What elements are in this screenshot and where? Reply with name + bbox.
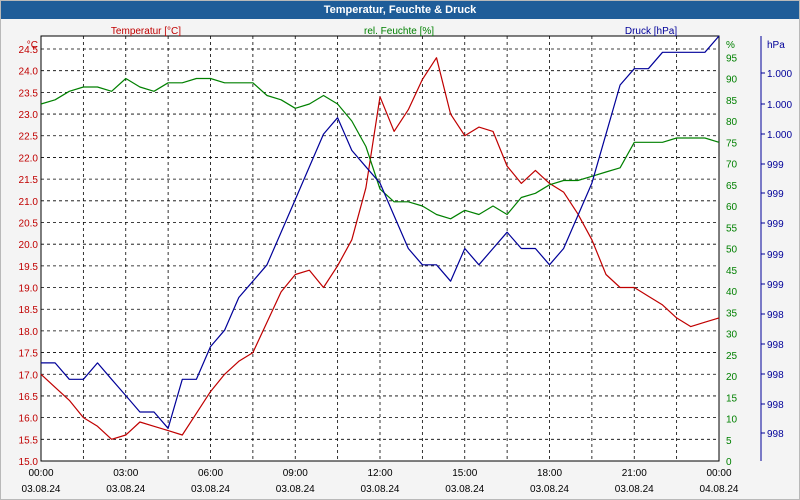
- x-tick-date-label: 03.08.24: [615, 484, 654, 495]
- temperature-tick-label: 24.5: [19, 45, 39, 56]
- temperature-tick-label: 23.5: [19, 88, 39, 99]
- x-tick-date-label: 03.08.24: [276, 484, 315, 495]
- temperature-tick-label: 22.5: [19, 132, 39, 143]
- temperature-series-line: [40, 57, 720, 440]
- x-tick-time-label: 18:00: [537, 468, 562, 479]
- humidity-tick-label: 85: [726, 96, 738, 107]
- humidity-tick-label: 20: [726, 372, 738, 383]
- temperature-tick-label: 15.0: [19, 457, 39, 468]
- x-tick-date-label: 03.08.24: [191, 484, 230, 495]
- x-tick-date-label: 03.08.24: [22, 484, 61, 495]
- x-tick-time-label: 03:00: [113, 468, 138, 479]
- pressure-unit-label: hPa: [767, 40, 785, 51]
- humidity-tick-label: 35: [726, 308, 738, 319]
- x-tick-date-label: 03.08.24: [106, 484, 145, 495]
- temperature-tick-label: 24.0: [19, 67, 39, 78]
- humidity-tick-label: 5: [726, 436, 732, 447]
- pressure-tick-label: 999: [767, 250, 784, 261]
- temperature-tick-label: 23.0: [19, 110, 39, 121]
- humidity-series-label: rel. Feuchte [%]: [364, 26, 434, 37]
- x-tick-time-label: 09:00: [283, 468, 308, 479]
- temperature-tick-label: 20.5: [19, 218, 39, 229]
- humidity-tick-label: 25: [726, 351, 738, 362]
- humidity-tick-label: 40: [726, 287, 738, 298]
- x-tick-time-label: 15:00: [452, 468, 477, 479]
- pressure-tick-label: 998: [767, 310, 784, 321]
- x-tick-time-label: 12:00: [367, 468, 392, 479]
- temperature-tick-label: 19.0: [19, 284, 39, 295]
- temperature-tick-label: 16.0: [19, 414, 39, 425]
- pressure-series-label: Druck [hPa]: [625, 26, 677, 37]
- humidity-tick-label: 55: [726, 223, 738, 234]
- temperature-tick-label: 17.0: [19, 370, 39, 381]
- temperature-tick-label: 18.5: [19, 305, 39, 316]
- humidity-unit-label: %: [726, 40, 735, 51]
- humidity-tick-label: 60: [726, 202, 738, 213]
- humidity-tick-label: 80: [726, 117, 738, 128]
- temperature-unit-label: °C: [27, 40, 38, 51]
- temperature-tick-label: 21.0: [19, 197, 39, 208]
- humidity-tick-label: 70: [726, 160, 738, 171]
- pressure-tick-label: 998: [767, 340, 784, 351]
- humidity-tick-label: 45: [726, 266, 738, 277]
- x-tick-date-label: 03.08.24: [445, 484, 484, 495]
- pressure-tick-label: 998: [767, 429, 784, 440]
- x-tick-time-label: 00:00: [706, 468, 731, 479]
- temperature-tick-label: 19.5: [19, 262, 39, 273]
- x-tick-date-label: 03.08.24: [361, 484, 400, 495]
- humidity-tick-label: 90: [726, 75, 738, 86]
- chart-title: Temperatur, Feuchte & Druck: [1, 1, 799, 19]
- pressure-tick-label: 998: [767, 370, 784, 381]
- humidity-tick-label: 50: [726, 245, 738, 256]
- temperature-tick-label: 17.5: [19, 349, 39, 360]
- pressure-tick-label: 999: [767, 219, 784, 230]
- humidity-tick-label: 95: [726, 53, 738, 64]
- temperature-tick-label: 18.0: [19, 327, 39, 338]
- humidity-tick-label: 75: [726, 138, 738, 149]
- humidity-series-line: [40, 77, 720, 220]
- pressure-tick-label: 1.000: [767, 69, 792, 80]
- x-tick-date-label: 03.08.24: [530, 484, 569, 495]
- pressure-tick-label: 999: [767, 280, 784, 291]
- temperature-tick-label: 22.0: [19, 153, 39, 164]
- pressure-tick-label: 1.000: [767, 130, 792, 141]
- temperature-series-label: Temperatur [°C]: [111, 26, 181, 37]
- temperature-tick-label: 20.0: [19, 240, 39, 251]
- temperature-tick-label: 21.5: [19, 175, 39, 186]
- pressure-tick-label: 1.000: [767, 100, 792, 111]
- humidity-tick-label: 0: [726, 457, 732, 468]
- x-tick-date-label: 04.08.24: [700, 484, 739, 495]
- x-tick-time-label: 06:00: [198, 468, 223, 479]
- x-tick-time-label: 21:00: [622, 468, 647, 479]
- pressure-tick-label: 998: [767, 400, 784, 411]
- humidity-tick-label: 65: [726, 181, 738, 192]
- pressure-series-line: [41, 35, 720, 429]
- x-tick-time-label: 00:00: [28, 468, 53, 479]
- temperature-tick-label: 15.5: [19, 435, 39, 446]
- temperature-tick-label: 16.5: [19, 392, 39, 403]
- pressure-tick-label: 999: [767, 189, 784, 200]
- humidity-tick-label: 15: [726, 393, 738, 404]
- humidity-tick-label: 30: [726, 330, 738, 341]
- pressure-tick-label: 999: [767, 160, 784, 171]
- humidity-tick-label: 10: [726, 415, 738, 426]
